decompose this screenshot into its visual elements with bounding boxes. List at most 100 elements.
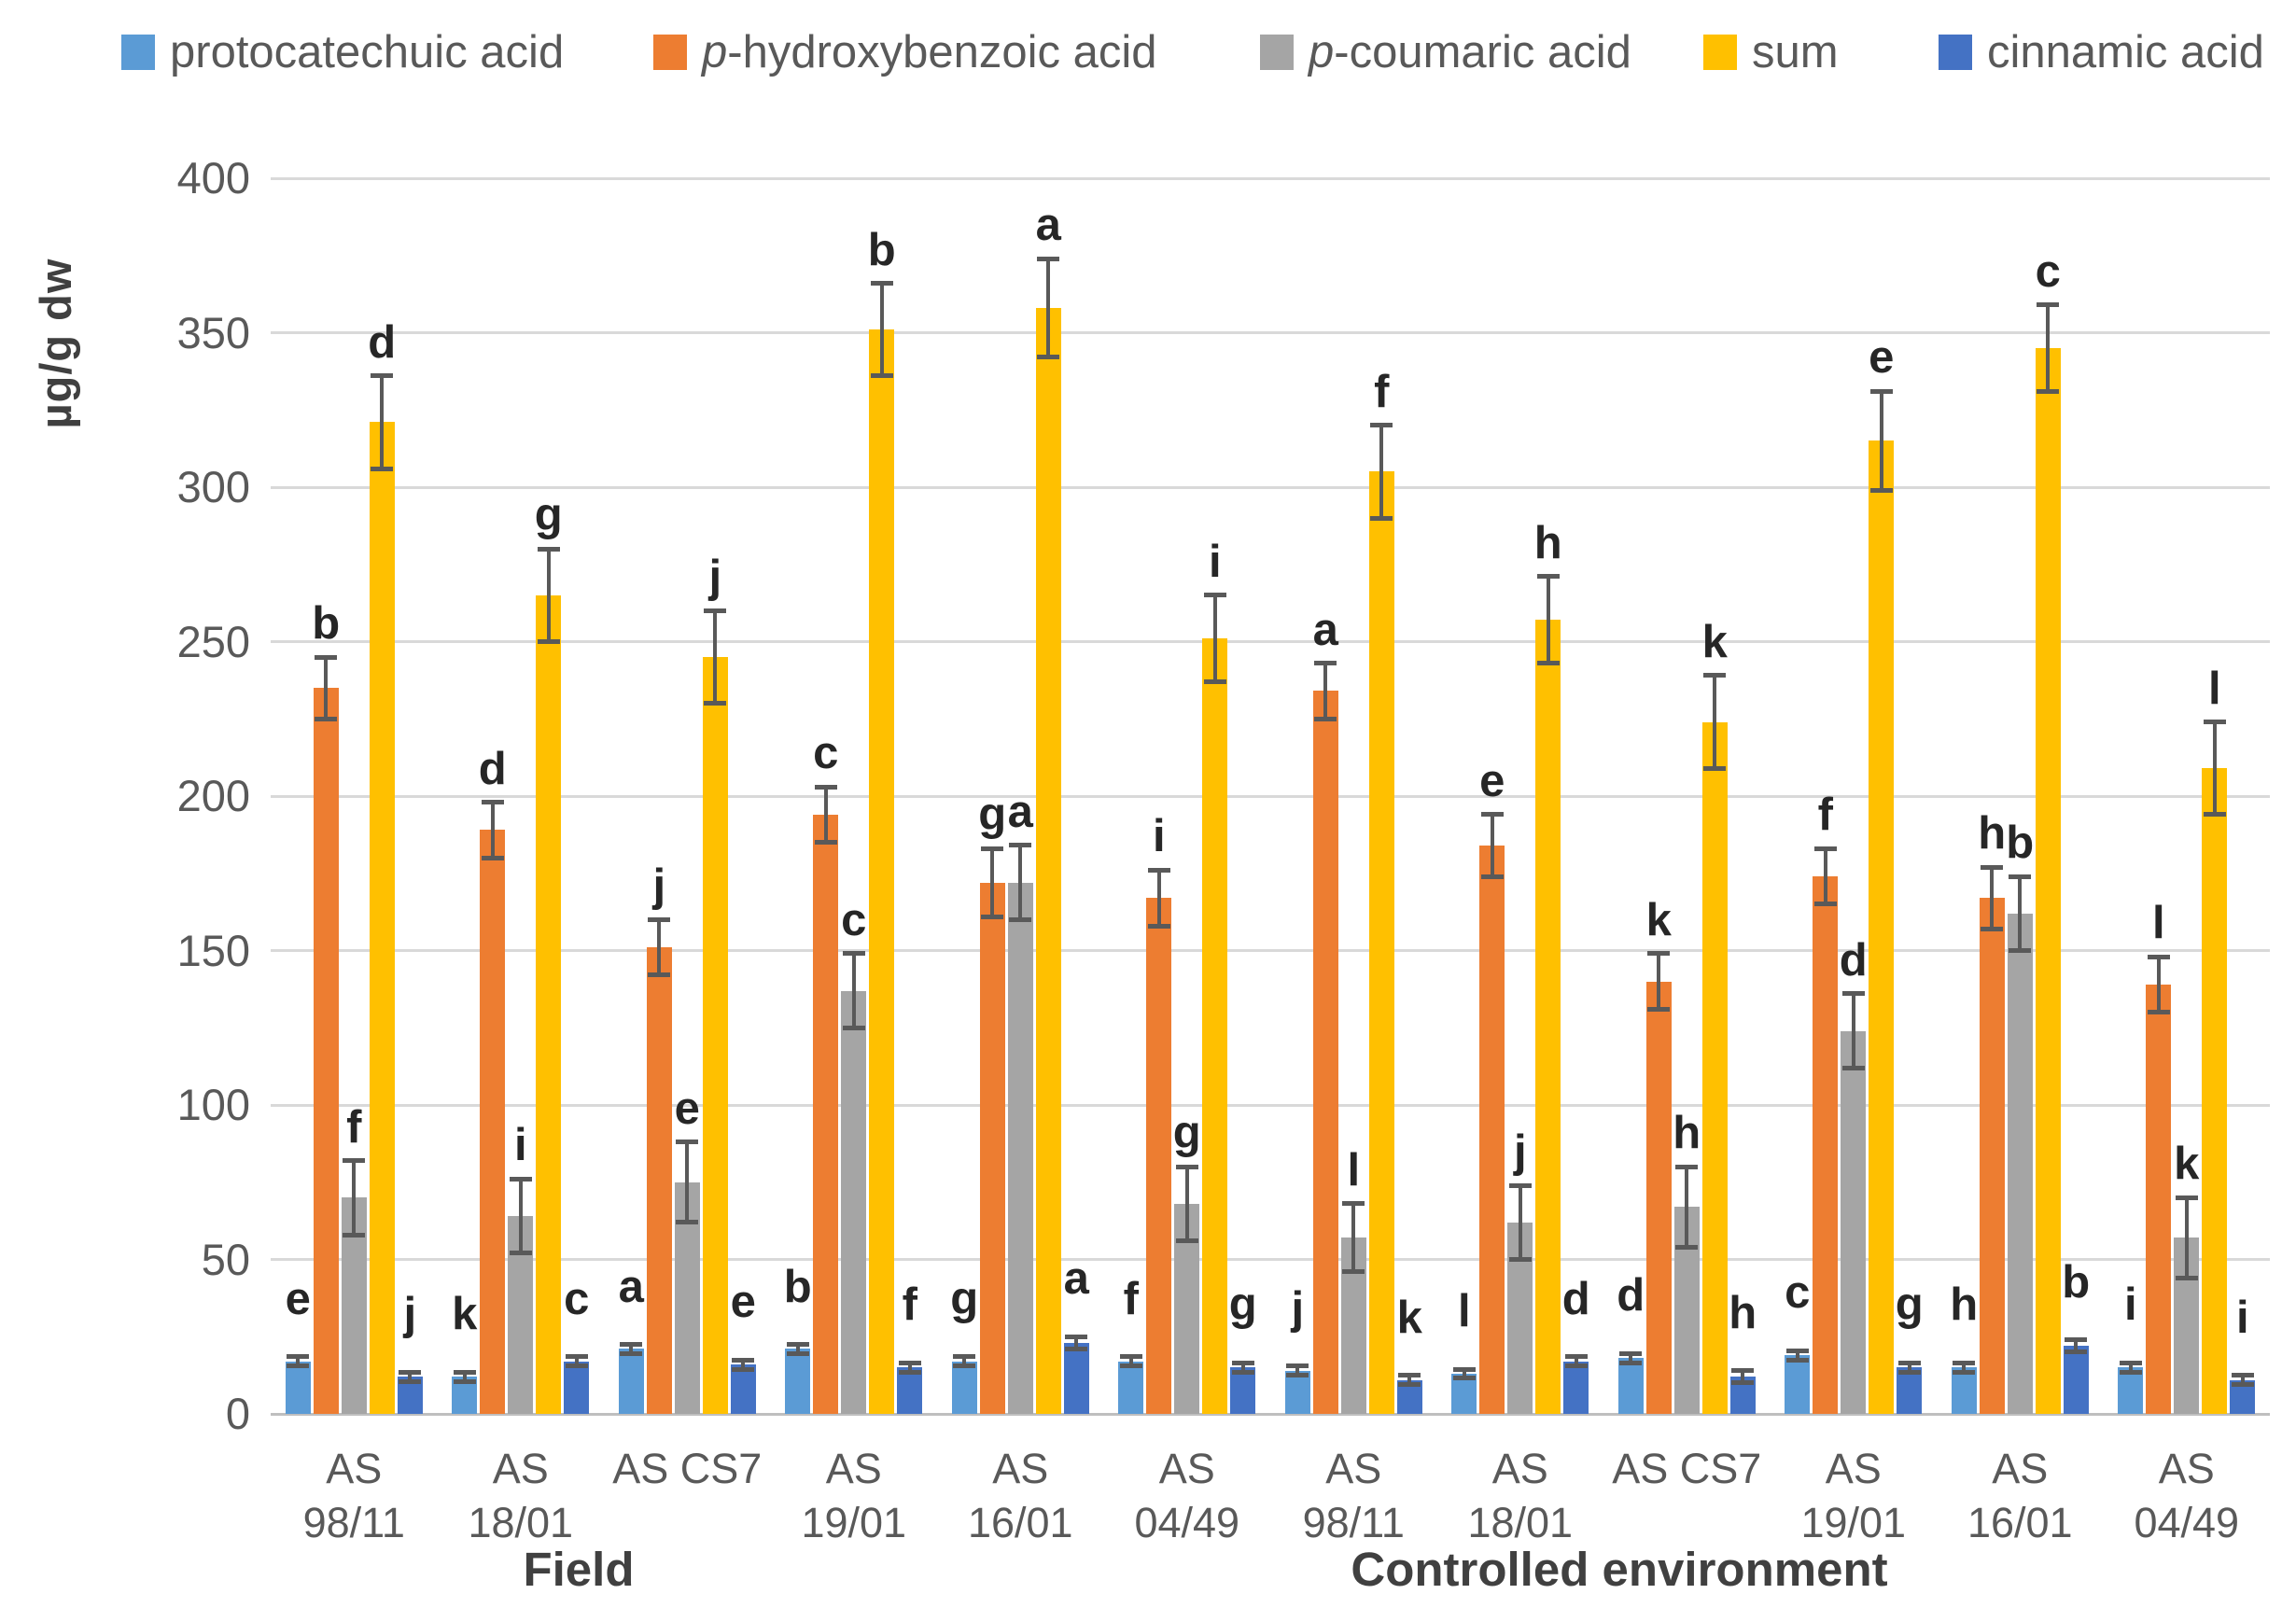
error-bar — [1741, 1370, 1745, 1383]
error-bar-cap-bottom — [399, 1378, 422, 1384]
error-bar-cap-top — [537, 546, 560, 552]
error-bar — [795, 1344, 800, 1354]
error-bar-cap-top — [981, 846, 1004, 851]
significance-letter: f — [1817, 790, 1833, 841]
error-bar — [990, 848, 995, 917]
gridline-400 — [271, 176, 2270, 180]
y-tick-label-200: 200 — [176, 771, 250, 820]
error-bar — [1295, 1365, 1300, 1376]
legend-swatch-icon — [1939, 35, 1972, 70]
error-bar-cap-top — [1452, 1366, 1476, 1372]
significance-letter: i — [513, 1120, 527, 1171]
error-bar — [296, 1356, 301, 1366]
error-bar — [907, 1363, 912, 1373]
error-bar-cap-bottom — [1981, 926, 2004, 931]
error-bar-cap-top — [287, 1354, 310, 1360]
significance-letter: i — [2235, 1292, 2249, 1343]
error-bar-cap-bottom — [315, 716, 338, 721]
error-bar-cap-bottom — [1564, 1363, 1588, 1369]
y-tick-label-150: 150 — [176, 925, 250, 975]
gridline-300 — [271, 485, 2270, 489]
significance-letter: g — [1228, 1279, 1257, 1331]
error-bar-cap-top — [315, 654, 338, 660]
error-bar-cap-bottom — [2203, 812, 2226, 818]
error-bar-cap-bottom — [1065, 1346, 1088, 1351]
error-bar — [1184, 1167, 1189, 1241]
bar-cinnamic-acid — [897, 1367, 923, 1414]
error-bar — [1212, 594, 1217, 682]
error-bar-cap-bottom — [343, 1232, 366, 1237]
error-bar-cap-bottom — [620, 1350, 643, 1356]
bar-sum — [1869, 440, 1895, 1414]
bar-cinnamic-acid — [2063, 1346, 2089, 1414]
error-bar-cap-bottom — [1231, 1369, 1254, 1375]
error-bar-cap-bottom — [814, 840, 837, 846]
error-bar-cap-bottom — [981, 914, 1004, 919]
error-bar — [1823, 848, 1827, 904]
error-bar-cap-bottom — [842, 1025, 865, 1030]
significance-letter: f — [1123, 1273, 1139, 1324]
significance-letter: h — [1673, 1108, 1701, 1159]
error-bar-cap-bottom — [1314, 716, 1337, 721]
error-bar — [879, 283, 884, 376]
error-bar-cap-top — [1675, 1164, 1699, 1169]
error-bar-cap-top — [870, 281, 893, 287]
error-bar — [1046, 259, 1051, 357]
error-bar — [1379, 425, 1384, 519]
error-bar — [2074, 1339, 2079, 1352]
significance-letter: k — [2174, 1139, 2200, 1190]
error-bar — [352, 1160, 357, 1236]
error-bar-cap-bottom — [1785, 1357, 1809, 1363]
significance-letter: j — [652, 860, 666, 912]
legend-item-1: protocatechuic acid — [121, 26, 564, 78]
section-label-field: Field — [523, 1543, 635, 1596]
bar-protocatechuic-acid — [285, 1361, 311, 1414]
significance-letter: d — [1839, 934, 1868, 986]
x-category-label: AS 19/01 — [1800, 1445, 1907, 1546]
error-bar-cap-top — [1647, 951, 1671, 957]
gridline-350 — [271, 331, 2270, 334]
error-bar — [1629, 1353, 1633, 1363]
error-bar-cap-top — [2037, 302, 2060, 308]
error-bar — [490, 802, 495, 859]
significance-letter: c — [564, 1273, 590, 1324]
error-bar-cap-bottom — [537, 639, 560, 644]
error-bar-cap-bottom — [676, 1220, 699, 1225]
x-category-label: AS 04/49 — [2134, 1445, 2240, 1546]
error-bar — [574, 1356, 579, 1366]
x-category-label: AS CS7 — [612, 1445, 763, 1492]
bar-cinnamic-acid — [1230, 1367, 1256, 1414]
bar-cinnamic-acid — [1563, 1361, 1589, 1414]
x-category-label: AS 04/49 — [1134, 1445, 1240, 1546]
error-bar-cap-top — [2119, 1360, 2142, 1365]
error-bar-cap-top — [1953, 1360, 1976, 1365]
error-bar-cap-top — [1286, 1363, 1309, 1369]
legend-item-5: cinnamic acid — [1939, 26, 2264, 78]
error-bar — [1490, 814, 1494, 877]
error-bar-cap-bottom — [2231, 1382, 2254, 1388]
significance-letter: j — [708, 552, 722, 603]
error-bar-cap-top — [1037, 256, 1060, 261]
error-bar — [1907, 1363, 1911, 1373]
legend-item-4: sum — [1703, 26, 1839, 78]
error-bar-cap-bottom — [1175, 1238, 1198, 1244]
significance-letter: e — [730, 1277, 756, 1328]
error-bar — [2156, 957, 2161, 1013]
bar-protocatechuic-acid — [1951, 1367, 1977, 1414]
error-bar-cap-top — [814, 784, 837, 790]
significance-letter: i — [2123, 1279, 2137, 1331]
error-bar-cap-bottom — [1009, 916, 1032, 922]
error-bar-cap-bottom — [1203, 679, 1226, 685]
error-bar-cap-bottom — [1647, 1006, 1671, 1012]
bar-cinnamic-acid — [730, 1364, 756, 1414]
error-bar-cap-top — [2231, 1373, 2254, 1378]
bar-p-hydroxybenzoic-acid — [313, 688, 339, 1414]
significance-letter: c — [813, 728, 839, 779]
significance-letter: h — [1729, 1287, 1757, 1338]
bar-p-hydroxybenzoic-acid — [1979, 898, 2005, 1414]
error-bar-cap-bottom — [1480, 874, 1504, 879]
gridline-100 — [271, 1103, 2270, 1107]
x-category-label: AS 16/01 — [1967, 1445, 2073, 1546]
significance-letter: b — [2006, 818, 2035, 869]
